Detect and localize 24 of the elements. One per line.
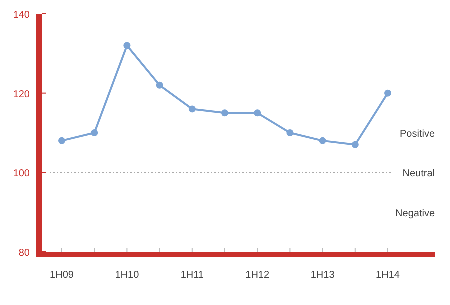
point xyxy=(124,42,131,50)
point xyxy=(286,130,294,136)
x-tick-label: 1H11 xyxy=(180,270,204,281)
point xyxy=(254,110,262,117)
y-tick-label: 100 xyxy=(13,168,30,180)
y-tick-label: 80 xyxy=(18,248,30,259)
y-tick-label: 140 xyxy=(13,10,30,21)
point xyxy=(352,141,359,148)
annotation: Positive xyxy=(400,129,436,140)
point xyxy=(188,106,196,113)
point xyxy=(156,82,164,89)
point xyxy=(222,110,228,117)
x-tick-label: 1H09 xyxy=(50,270,74,281)
point xyxy=(58,137,66,144)
x-tick-label: 1H14 xyxy=(376,270,400,281)
point xyxy=(319,137,326,144)
x-tick-label: 1H12 xyxy=(246,270,270,281)
x-tick-label: 1H13 xyxy=(310,270,336,281)
annotation: Negative xyxy=(396,208,436,220)
y-tick-label: 120 xyxy=(13,89,30,100)
x-tick-label: 1H10 xyxy=(115,270,140,281)
point xyxy=(384,90,392,97)
point xyxy=(91,130,98,136)
ref-line-label: Neutral xyxy=(402,168,435,180)
